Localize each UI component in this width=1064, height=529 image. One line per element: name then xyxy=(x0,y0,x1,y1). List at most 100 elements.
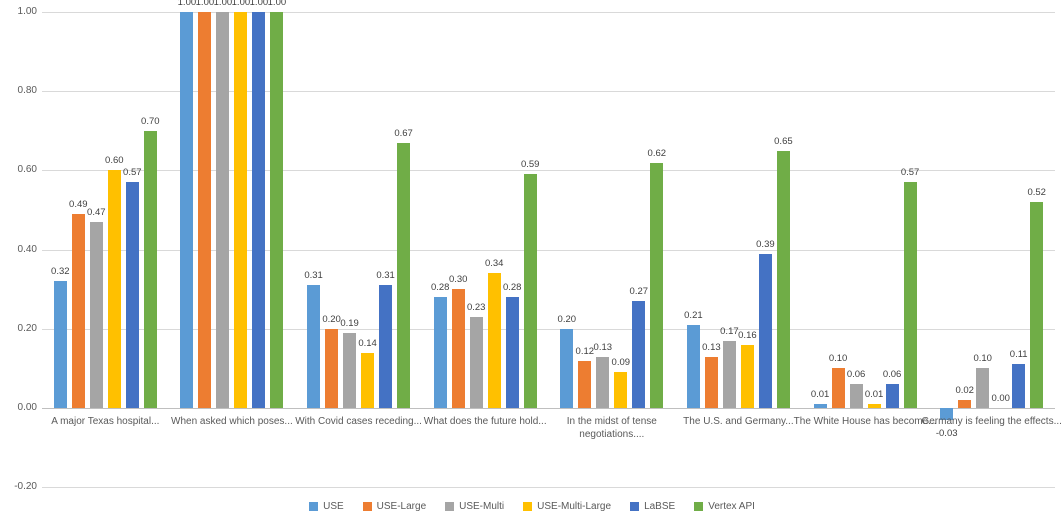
data-label: 0.01 xyxy=(810,389,830,400)
bar-use[interactable] xyxy=(433,297,447,408)
data-label: 0.12 xyxy=(575,345,595,357)
data-label: 0.00 xyxy=(991,393,1010,404)
data-label: 1.00 xyxy=(249,0,269,8)
bar-use[interactable] xyxy=(180,12,194,408)
bar-labse[interactable] xyxy=(505,297,519,408)
legend-label: Vertex API xyxy=(708,501,755,512)
bar-labse[interactable] xyxy=(125,182,139,408)
gridline xyxy=(42,170,1055,171)
bar-use-multi-large[interactable] xyxy=(234,12,248,408)
legend-item-use-multi[interactable]: USE-Multi xyxy=(445,501,504,512)
data-label: 0.20 xyxy=(557,313,577,325)
y-axis-tick-label: 0.40 xyxy=(17,244,37,255)
gridline xyxy=(42,91,1055,92)
data-label: 0.13 xyxy=(702,341,721,353)
bar-labse[interactable] xyxy=(632,301,646,408)
bar-use-multi[interactable] xyxy=(849,384,863,408)
bar-use-multi[interactable] xyxy=(89,221,103,408)
bar-use-large[interactable] xyxy=(958,400,972,408)
bar-use[interactable] xyxy=(940,408,954,420)
bar-use[interactable] xyxy=(307,285,321,408)
bar-vertex-api[interactable] xyxy=(270,12,284,408)
bar-use[interactable] xyxy=(686,324,700,408)
data-label: 0.31 xyxy=(376,270,395,282)
legend-item-vertex-api[interactable]: Vertex API xyxy=(694,501,755,512)
bar-vertex-api[interactable] xyxy=(903,182,917,408)
data-label: 0.02 xyxy=(955,385,974,397)
bar-use-multi-large[interactable] xyxy=(107,170,121,408)
category-label: The White House has become... xyxy=(793,416,937,427)
bar-vertex-api[interactable] xyxy=(397,142,411,408)
bar-vertex-api[interactable] xyxy=(650,162,664,408)
y-axis-tick-label: 0.20 xyxy=(17,323,37,334)
y-axis-tick-label: 0.80 xyxy=(17,85,37,96)
bar-use-multi-large[interactable] xyxy=(487,273,501,408)
legend-item-use-large[interactable]: USE-Large xyxy=(362,501,427,512)
data-label: 0.14 xyxy=(358,337,377,349)
bar-use-multi-large[interactable] xyxy=(361,352,375,408)
bar-use-large[interactable] xyxy=(71,214,85,408)
data-label: 0.28 xyxy=(430,282,450,294)
category-label: Germany is feeling the effects... xyxy=(921,416,1062,427)
bar-use-large[interactable] xyxy=(198,12,212,408)
legend-swatch-icon xyxy=(309,502,319,511)
bar-vertex-api[interactable] xyxy=(143,130,157,408)
legend-item-labse[interactable]: LaBSE xyxy=(630,501,675,512)
data-label: 0.09 xyxy=(611,357,631,369)
data-label: 0.49 xyxy=(69,199,88,210)
legend-swatch-icon xyxy=(694,502,704,511)
bar-vertex-api[interactable] xyxy=(776,150,790,408)
bar-vertex-api[interactable] xyxy=(523,174,537,408)
data-label: 0.59 xyxy=(520,159,540,171)
bar-vertex-api[interactable] xyxy=(1030,202,1044,408)
category-label: When asked which poses... xyxy=(171,416,293,427)
bar-use-multi-large[interactable] xyxy=(740,344,754,408)
bar-use-multi[interactable] xyxy=(216,12,230,408)
data-label: 0.06 xyxy=(882,369,902,381)
legend-swatch-icon xyxy=(523,502,533,511)
bar-use[interactable] xyxy=(560,328,574,408)
legend-label: USE-Multi-Large xyxy=(537,501,612,512)
bar-use-large[interactable] xyxy=(578,360,592,408)
bar-labse[interactable] xyxy=(758,253,772,408)
data-label: 0.52 xyxy=(1027,187,1046,199)
data-label: 1.00 xyxy=(195,0,215,8)
bar-use-multi-large[interactable] xyxy=(867,404,881,408)
legend-label: USE-Large xyxy=(376,501,427,512)
bar-labse[interactable] xyxy=(379,285,393,408)
legend-swatch-icon xyxy=(630,502,640,511)
bar-use-multi[interactable] xyxy=(722,340,736,408)
category-label: A major Texas hospital... xyxy=(51,416,160,427)
data-label: 0.32 xyxy=(51,266,70,278)
data-label: 0.01 xyxy=(864,389,884,400)
data-label: 0.10 xyxy=(973,353,992,365)
bar-use-multi-large[interactable] xyxy=(614,372,628,408)
legend-item-use[interactable]: USE xyxy=(309,501,344,512)
y-axis-tick-label: 1.00 xyxy=(17,6,37,17)
gridline xyxy=(42,12,1055,13)
gridline xyxy=(42,250,1055,251)
data-label: 1.00 xyxy=(267,0,287,8)
bar-use-large[interactable] xyxy=(325,328,339,408)
bar-use[interactable] xyxy=(53,281,67,408)
gridline xyxy=(42,329,1055,330)
bar-labse[interactable] xyxy=(885,384,899,408)
bar-use-multi[interactable] xyxy=(976,368,990,408)
bar-use[interactable] xyxy=(813,404,827,408)
legend-item-use-multi-large[interactable]: USE-Multi-Large xyxy=(523,501,611,512)
bar-use-large[interactable] xyxy=(451,289,465,408)
bar-use-large[interactable] xyxy=(704,356,718,408)
bar-labse[interactable] xyxy=(252,12,266,408)
bar-use-multi[interactable] xyxy=(343,332,357,408)
bar-labse[interactable] xyxy=(1012,364,1026,408)
bar-use-multi[interactable] xyxy=(469,316,483,408)
data-label: 0.30 xyxy=(448,274,468,286)
data-label: 1.00 xyxy=(213,0,233,8)
x-axis-line xyxy=(42,408,1055,409)
data-label: 0.62 xyxy=(647,147,667,159)
data-label: 0.10 xyxy=(828,353,848,365)
bar-use-multi[interactable] xyxy=(596,356,610,408)
bar-use-large[interactable] xyxy=(831,368,845,408)
data-label: 0.34 xyxy=(484,258,504,270)
